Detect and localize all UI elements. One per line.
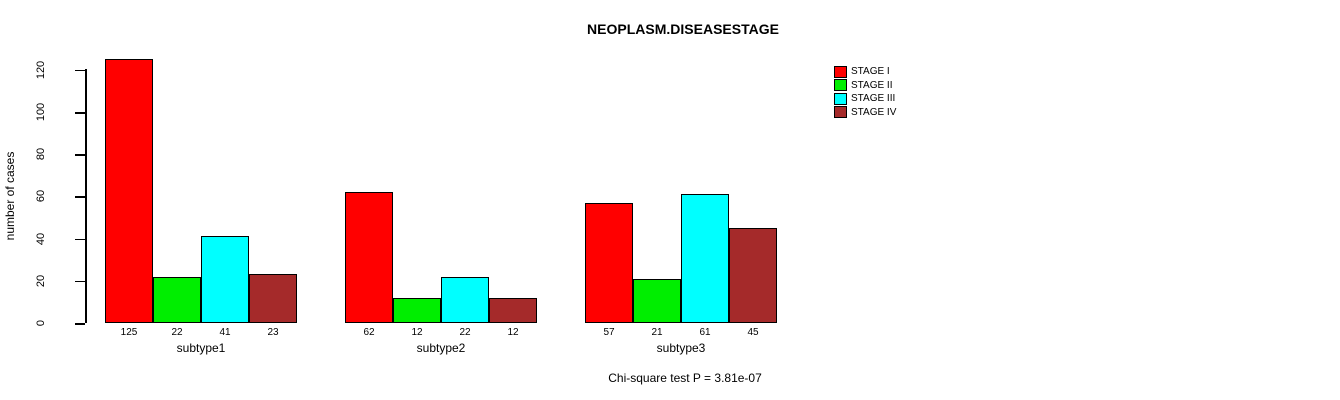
bar-value-label: 21 [651,327,663,338]
bar-value-label: 62 [363,327,375,338]
bar-subtype2-stage-iv [489,297,537,323]
bar-value-label: 61 [699,327,711,338]
legend-item: STAGE IV [834,106,896,120]
bar-value-label: 12 [507,327,519,338]
bar-value-label: 22 [459,327,471,338]
y-axis-tick-label: 120 [35,60,47,79]
bar-subtype3-stage-i [585,202,633,323]
y-axis-tick-label: 60 [35,190,47,203]
bar-subtype1-stage-iii [201,236,249,323]
y-axis-tick-label: 40 [35,232,47,245]
legend-swatch-icon [834,79,847,92]
bar-subtype3-stage-iii [681,194,729,323]
y-axis-tick-label: 0 [35,319,47,327]
y-axis-tick [75,196,85,198]
chart-title: NEOPLASM.DISEASESTAGE [587,21,779,37]
bar-subtype1-stage-i [105,59,153,323]
bar-subtype2-stage-iii [441,276,489,323]
bar-subtype2-stage-i [345,192,393,323]
legend-swatch-icon [834,106,847,119]
bar-subtype1-stage-iv [249,274,297,323]
bar-subtype1-stage-ii [153,276,201,323]
bar-value-label: 57 [603,327,615,338]
y-axis-tick [75,323,85,325]
y-axis-tick [75,280,85,283]
y-axis-tick [75,238,85,241]
legend-label: STAGE IV [851,106,897,118]
legend-swatch-icon [834,92,847,105]
y-axis-tick [75,112,85,114]
y-axis-tick-label: 100 [35,102,47,122]
x-category-label-subtype3: subtype3 [656,341,706,355]
y-axis-label: number of cases [3,151,17,241]
legend-item: STAGE III [834,92,896,106]
legend-label: STAGE I [851,66,890,78]
x-category-label-subtype1: subtype1 [176,341,226,355]
legend-item: STAGE I [834,65,896,79]
y-axis-tick-label: 80 [35,148,47,161]
y-axis-tick [75,154,85,156]
bar-subtype3-stage-iv [729,228,777,323]
y-axis-line [85,69,87,323]
y-axis-tick-label: 20 [35,274,47,287]
x-category-label-subtype2: subtype2 [416,341,466,355]
legend: STAGE I STAGE II STAGE III STAGE IV [834,65,896,119]
legend-swatch-icon [834,65,847,78]
bar-subtype2-stage-ii [393,297,441,323]
bar-value-label: 12 [411,327,423,338]
y-axis-tick [75,69,85,72]
bar-value-label: 23 [267,327,279,338]
legend-label: STAGE III [851,93,896,105]
chi-square-annotation: Chi-square test P = 3.81e-07 [608,371,762,385]
bar-value-label: 22 [171,327,183,338]
bar-value-label: 45 [747,327,759,338]
bar-subtype3-stage-ii [633,278,681,323]
bar-value-label: 125 [120,327,138,338]
legend-label: STAGE II [851,79,893,91]
legend-item: STAGE II [834,79,896,93]
bar-value-label: 41 [219,327,231,338]
